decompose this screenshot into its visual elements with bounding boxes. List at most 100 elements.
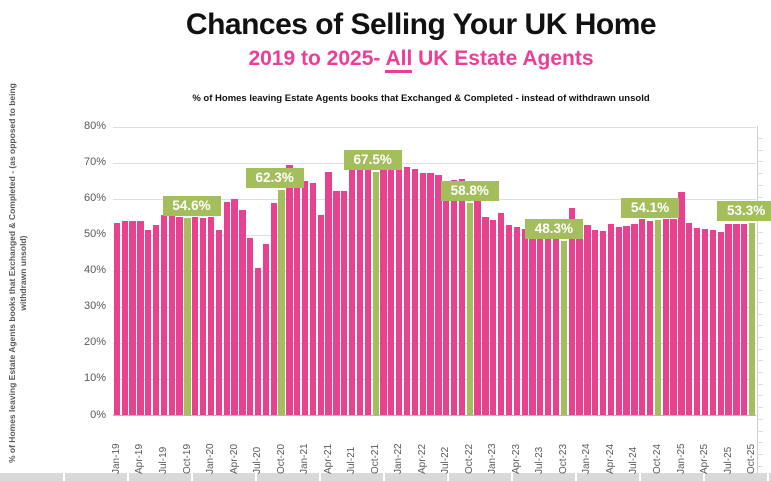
band-notch [767, 473, 769, 481]
bar-Sep-22 [458, 179, 466, 415]
band-notch [639, 473, 641, 481]
x-tick-label: Jul-22 [440, 446, 452, 474]
gridline [113, 306, 756, 308]
bar-Apr-24 [607, 223, 615, 415]
y-tick-label: 60% [83, 192, 106, 205]
bar-Jun-23 [529, 231, 536, 415]
bar-Jul-21 [348, 169, 356, 415]
bar-Apr-22 [419, 173, 426, 415]
chart-title: Chances of Selling Your UK Home [185, 8, 657, 41]
x-tick-label: Jan-23 [487, 443, 499, 474]
subtitle-prefix: 2019 to 2025- [248, 47, 386, 70]
bar-Sep-25 [741, 223, 748, 415]
bar-Apr-23 [513, 226, 520, 415]
x-tick-label: Jan-20 [205, 443, 216, 474]
bar-Jan-24 [584, 225, 591, 415]
bar-Nov-21 [380, 166, 387, 415]
x-tick-label: Jan-19 [110, 443, 122, 474]
bar-Apr-20 [231, 199, 238, 415]
x-tick-label: Oct-22 [463, 443, 475, 474]
bar-Apr-19 [137, 220, 144, 415]
bar-May-22 [427, 172, 434, 415]
sheet-row-line [757, 407, 763, 409]
bar-Dec-19 [200, 217, 207, 415]
sheet-row-line [757, 173, 763, 175]
y-tick-label: 20% [83, 336, 106, 349]
chart-subtitle: 2019 to 2025- All UK Estate Agents [85, 47, 757, 73]
bar-Mar-23 [505, 225, 513, 415]
subtitle-suffix: UK Estate Agents [412, 47, 594, 70]
gridline [113, 342, 756, 344]
sheet-row-line [757, 348, 763, 350]
x-tick-label: Jan-25 [675, 443, 687, 474]
bar-Aug-23 [545, 226, 552, 415]
band-notch [127, 473, 129, 481]
bar-Jun-22 [435, 175, 442, 415]
y-axis-title: % of Homes leaving Estate Agents books t… [6, 83, 28, 463]
sheet-row-line [757, 325, 763, 327]
bar-Apr-25 [701, 228, 709, 415]
bar-Jun-21 [341, 190, 348, 415]
y-tick-label: 40% [83, 264, 106, 277]
bar-May-23 [521, 228, 528, 415]
sheet-row-line [757, 453, 763, 455]
highlight-bar-Oct-23 [560, 240, 567, 415]
bar-May-24 [615, 226, 622, 415]
sheet-row-line [757, 290, 763, 292]
sheet-row-line [757, 301, 763, 303]
sheet-row-line [757, 360, 763, 362]
highlight-value-label-Oct-20: 62.3% [245, 168, 304, 189]
sheet-row-line [757, 255, 763, 256]
sheet-row-line [757, 313, 763, 315]
band-notch [319, 473, 321, 481]
bar-Feb-24 [592, 230, 599, 415]
gridline [113, 234, 756, 236]
bar-May-21 [333, 191, 340, 415]
x-tick-label: Jan-22 [393, 443, 405, 474]
bar-Nov-19 [192, 217, 199, 415]
bar-Nov-24 [662, 218, 669, 415]
bar-Feb-23 [497, 213, 505, 415]
bar-Jul-25 [725, 223, 732, 415]
bar-Aug-20 [262, 244, 270, 415]
x-tick-label: Jul-25 [722, 446, 734, 474]
bar-Dec-21 [388, 167, 395, 415]
bar-Feb-22 [403, 166, 411, 415]
x-tick-label: Jul-24 [628, 446, 640, 474]
highlight-bar-Oct-20 [278, 190, 285, 415]
bar-Jan-22 [396, 165, 403, 415]
x-tick-label: Jul-20 [252, 446, 263, 474]
bar-Mar-24 [599, 230, 607, 415]
gridline [113, 162, 756, 164]
band-notch [575, 473, 577, 481]
x-tick-label: Jul-23 [534, 446, 546, 474]
y-tick-label: 80% [83, 120, 106, 132]
bar-Mar-20 [223, 201, 230, 415]
sheet-row-line [757, 231, 763, 233]
subtitle-underlined-word: All [385, 47, 413, 73]
sheet-row-line [757, 184, 763, 186]
bar-Apr-21 [325, 172, 332, 415]
bar-Dec-20 [294, 180, 301, 415]
bar-Jun-19 [152, 224, 160, 415]
highlight-bar-Oct-19 [184, 218, 191, 415]
bar-Mar-21 [317, 214, 324, 415]
chart-note: % of Homes leaving Estate Agents books t… [192, 93, 650, 104]
bar-Nov-23 [568, 208, 575, 415]
sheet-row-line [757, 149, 763, 151]
gridline [113, 270, 756, 272]
y-tick-label: 0% [90, 408, 106, 421]
sheet-row-line [757, 278, 763, 280]
bar-Jun-24 [623, 226, 630, 415]
bar-Jun-20 [247, 238, 254, 415]
bar-Sep-20 [270, 203, 277, 415]
x-tick-label: Oct-21 [369, 443, 381, 474]
x-tick-label: Apr-25 [699, 443, 710, 474]
bar-Jun-25 [717, 231, 724, 415]
bar-Aug-19 [168, 216, 175, 415]
gridline [113, 126, 756, 128]
bar-Feb-20 [215, 230, 222, 415]
bar-Jan-21 [301, 181, 309, 415]
bar-Sep-24 [646, 220, 654, 415]
